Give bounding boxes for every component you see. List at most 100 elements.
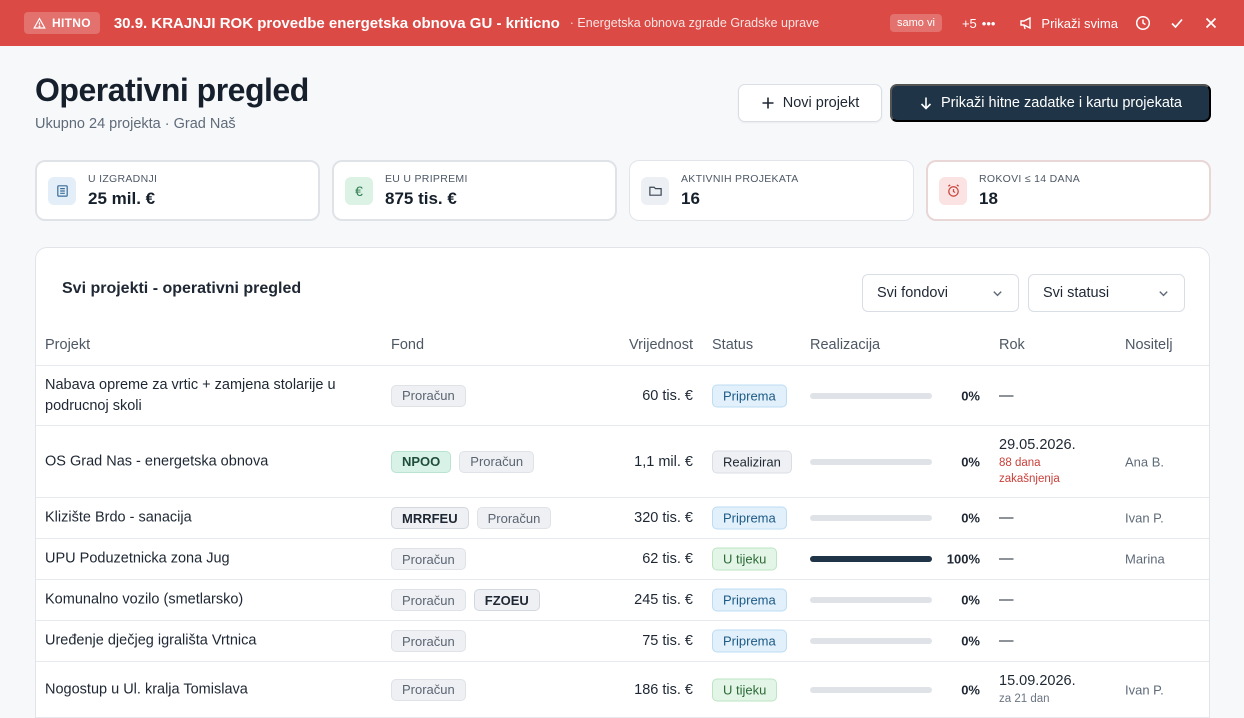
show-all-label: Prikaži svima (1041, 15, 1118, 31)
show-all-button[interactable]: Prikaži svima (1019, 15, 1118, 31)
fund-filter-value: Svi fondovi (877, 285, 948, 301)
page-title: Operativni pregled (35, 72, 309, 108)
dismiss-button[interactable] (1202, 14, 1220, 32)
plus-icon (762, 97, 774, 109)
deadline-date: 29.05.2026. (999, 436, 1076, 453)
table-row[interactable]: UPU Poduzetnicka zona Jug Proračun 62 tis.… (36, 539, 1209, 580)
check-icon (1171, 18, 1183, 29)
table-row[interactable]: Nogostup u Ul. kralja Tomislava Proračun 1… (36, 662, 1209, 718)
warning-icon (33, 16, 46, 29)
project-owner: Ivan P. (1125, 682, 1164, 697)
project-value: 320 tis. € (634, 510, 693, 526)
status-badge-wrap: U tijeku (712, 547, 778, 571)
status-badge-wrap: Priprema (712, 588, 787, 612)
new-project-button[interactable]: Novi projekt (738, 84, 882, 122)
close-icon (1205, 17, 1217, 29)
fund-tag: Proračun (391, 589, 466, 611)
progress-percent: 0% (961, 633, 980, 649)
project-name[interactable]: Nabava opreme za vrtic + zamjena stolari… (45, 376, 336, 414)
status-badge: Realiziran (712, 450, 792, 473)
column-header-owner[interactable]: Nositelj (1125, 337, 1173, 353)
fund-filter-select[interactable]: Svi fondovi (862, 274, 1019, 312)
column-header-project[interactable]: Projekt (45, 337, 91, 353)
deadline-date: — (999, 510, 1014, 526)
project-value: 1,1 mil. € (634, 453, 693, 470)
table-row[interactable]: Uređenje dječjeg igrališta Vrtnica Prorač… (36, 621, 1209, 662)
progress-percent: 0% (961, 510, 980, 526)
column-header-fund[interactable]: Fond (391, 337, 425, 353)
more-alerts-count: +5 (961, 15, 977, 31)
fund-tags: Proračun (391, 548, 466, 570)
status-badge: U tijeku (712, 547, 778, 571)
snooze-button[interactable] (1134, 14, 1152, 32)
urgent-badge: HITNO (24, 12, 100, 34)
fund-tags: Proračun FZOEU (391, 589, 540, 611)
project-name[interactable]: Komunalno vozilo (smetlarsko) (45, 591, 244, 608)
urgent-alert-banner: HITNO 30.9. KRAJNJI ROK provedbe energet… (0, 0, 1244, 46)
more-dots-icon: ••• (981, 15, 996, 31)
deadline: — (999, 592, 1014, 608)
deadline: — (999, 551, 1014, 567)
arrow-down-icon (920, 97, 932, 110)
stat-label: ROKOVI ≤ 14 DANA (979, 172, 1081, 185)
progress-bar (810, 556, 932, 562)
page-subtitle: Ukupno 24 projekta · Grad Naš (35, 116, 236, 132)
progress-bar (810, 638, 932, 644)
acknowledge-button[interactable] (1168, 14, 1186, 32)
project-name[interactable]: OS Grad Nas - energetska obnova (45, 453, 269, 469)
table-row[interactable]: Nabava opreme za vrtic + zamjena stolari… (36, 366, 1209, 426)
fund-tag: Proračun (459, 450, 535, 473)
project-owner: Ana B. (1125, 454, 1165, 469)
urgent-badge-label: HITNO (52, 16, 91, 30)
more-alerts-button[interactable]: +5 ••• (962, 16, 995, 31)
status-badge-wrap: Priprema (712, 506, 787, 530)
project-value: 75 tis. € (642, 633, 693, 649)
deadline: — (999, 633, 1014, 649)
project-owner: Marina (1125, 551, 1165, 567)
table-row[interactable]: Komunalno vozilo (smetlarsko) Proračun FZO… (36, 580, 1209, 621)
project-name[interactable]: UPU Poduzetnicka zona Jug (45, 550, 230, 567)
clock-icon (1135, 15, 1151, 31)
column-header-value[interactable]: Vrijednost (629, 337, 693, 353)
project-name[interactable]: Uređenje dječjeg igrališta Vrtnica (45, 632, 257, 649)
folder-icon (641, 176, 669, 205)
fund-tag: Proračun (391, 384, 466, 407)
progress-bar (810, 686, 932, 693)
stat-value: 18 (979, 188, 998, 208)
fund-tags: Proračun (391, 630, 466, 652)
show-urgent-button[interactable]: Prikaži hitne zadatke i kartu projekata (890, 84, 1211, 122)
deadline-date: — (999, 551, 1014, 567)
project-name[interactable]: Klizište Brdo - sanacija (45, 509, 192, 526)
stat-eu-in-preparation[interactable]: € EU U PRIPREMI 875 tis. € (332, 160, 617, 221)
stat-under-construction[interactable]: U IZGRADNJI 25 mil. € (35, 160, 320, 221)
table-title: Svi projekti - operativni pregled (62, 280, 302, 297)
fund-tag: NPOO (391, 450, 452, 473)
stat-label: EU U PRIPREMI (385, 172, 468, 185)
alarm-icon (939, 176, 967, 205)
progress-percent: 0% (961, 682, 980, 697)
column-header-progress[interactable]: Realizacija (810, 337, 881, 353)
project-owner: Ivan P. (1125, 510, 1164, 526)
stat-value: 875 tis. € (385, 188, 457, 208)
chevron-down-icon (1159, 290, 1168, 296)
status-badge-wrap: Realiziran (712, 450, 792, 473)
stat-deadlines[interactable]: ROKOVI ≤ 14 DANA 18 (926, 160, 1211, 221)
table-row[interactable]: Klizište Brdo - sanacija MRRFEU Proračun 32… (36, 498, 1209, 539)
deadline: — (999, 388, 1014, 404)
column-header-status[interactable]: Status (712, 337, 754, 353)
table-row[interactable]: OS Grad Nas - energetska obnova NPOO Prora… (36, 426, 1209, 498)
visibility-chip: samo vi (890, 14, 942, 32)
status-filter-select[interactable]: Svi statusi (1028, 274, 1185, 312)
project-value: 60 tis. € (642, 387, 693, 404)
deadline-date: — (999, 592, 1014, 608)
progress-bar (810, 515, 932, 521)
table-header: Projekt Fond Vrijednost Status Realizaci… (36, 326, 1209, 366)
column-header-deadline[interactable]: Rok (999, 337, 1025, 353)
project-name[interactable]: Nogostup u Ul. kralja Tomislava (45, 681, 248, 697)
stat-active-projects[interactable]: AKTIVNIH PROJEKATA 16 (629, 160, 914, 221)
building-icon (48, 176, 76, 205)
status-badge: Priprema (712, 588, 787, 612)
alert-title[interactable]: 30.9. KRAJNJI ROK provedbe energetska ob… (113, 14, 560, 32)
fund-tags: Proračun (391, 678, 466, 701)
progress-bar (810, 458, 932, 465)
